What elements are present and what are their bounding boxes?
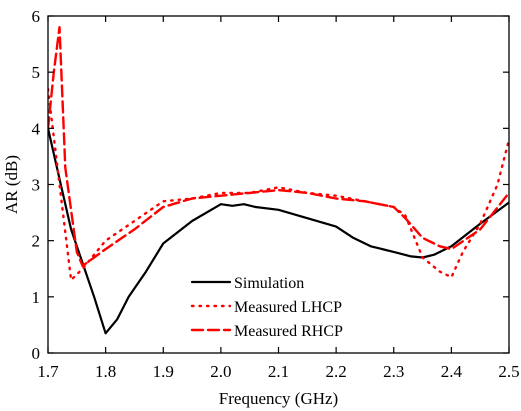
y-tick-label: 1 — [32, 288, 41, 307]
x-tick-label: 2.4 — [441, 362, 463, 381]
series-line-measured-rhcp — [48, 26, 509, 268]
tick-layer: 1.7 1.8 1.9 2.0 2.1 2.2 2.3 2.4 2.5 0 1 2 3 4 5 6 — [32, 7, 520, 381]
legend-label: Measured RHCP — [234, 323, 343, 340]
x-tick-label: 2.3 — [383, 362, 404, 381]
x-tick-label: 2.0 — [210, 362, 231, 381]
y-tick-label: 4 — [32, 119, 41, 138]
series-layer — [48, 26, 509, 335]
y-tick-label: 3 — [32, 176, 41, 195]
x-axis-title: Frequency (GHz) — [219, 389, 338, 408]
y-tick-label: 6 — [32, 7, 41, 26]
x-tick-label: 1.7 — [37, 362, 59, 381]
series-line-simulation — [48, 127, 509, 335]
y-tick-label: 2 — [32, 232, 41, 251]
x-tick-label: 1.8 — [95, 362, 116, 381]
x-tick-label: 1.9 — [153, 362, 174, 381]
y-tick-label: 5 — [32, 63, 41, 82]
y-tick-label: 0 — [32, 344, 41, 363]
x-tick-label: 2.5 — [498, 362, 519, 381]
x-tick-label: 2.2 — [326, 362, 347, 381]
y-axis-title: AR (dB) — [2, 155, 21, 214]
legend-label: Measured LHCP — [234, 299, 342, 316]
x-tick-label: 2.1 — [268, 362, 289, 381]
legend: Simulation Measured LHCP Measured RHCP — [190, 275, 343, 340]
series-line-measured-lhcp — [48, 87, 509, 282]
legend-label: Simulation — [234, 275, 304, 292]
